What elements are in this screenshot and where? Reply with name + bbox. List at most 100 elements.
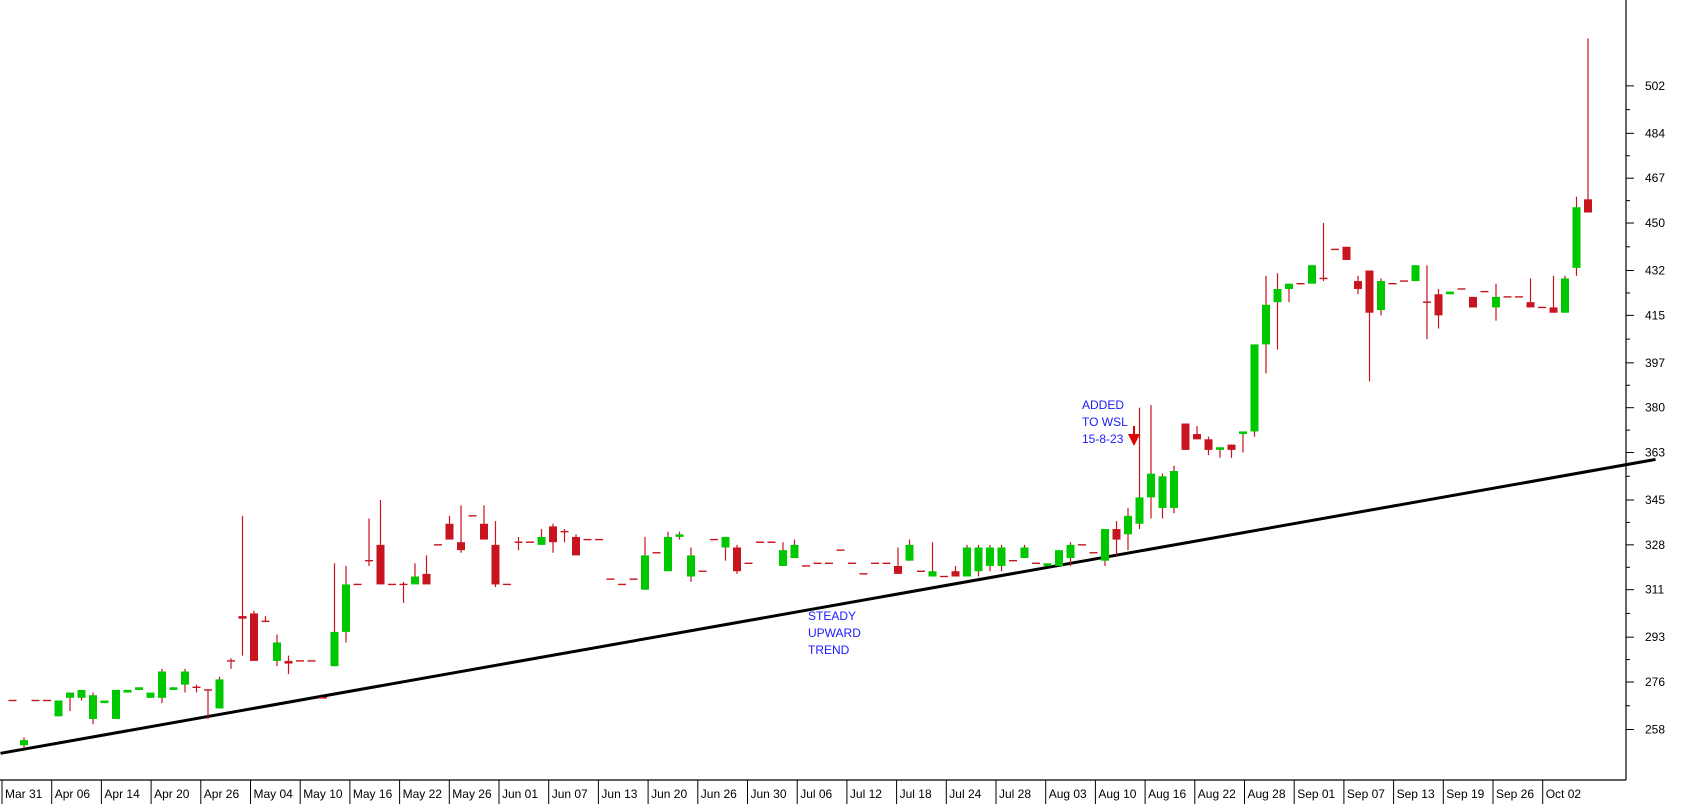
candle [1204, 436, 1213, 456]
annotation-line: UPWARD [808, 626, 861, 640]
x-axis: Mar 31 Apr 06 Apr 14 Apr 20 Apr 26 May 04 May … [0, 779, 1626, 804]
candle-body [1377, 281, 1385, 311]
candle-body [1216, 447, 1224, 450]
candle-body [928, 571, 937, 577]
candle-body [974, 547, 983, 572]
x-tick-label: Jun 20 [651, 787, 687, 801]
annotation-line: STEADY [808, 609, 856, 623]
candle [1135, 407, 1144, 530]
candle [1055, 550, 1063, 566]
candle-body [997, 547, 1006, 566]
candle [997, 544, 1006, 572]
y-tick-label: 450 [1645, 216, 1665, 230]
x-tick-label: Jul 18 [900, 787, 932, 801]
candle [1250, 344, 1259, 437]
candle-body [1135, 497, 1144, 524]
candle [169, 687, 178, 690]
candle [1227, 444, 1236, 458]
candle-body [1434, 294, 1443, 316]
candle [905, 539, 914, 561]
candle [457, 505, 465, 553]
x-tick-label: Apr 06 [55, 787, 91, 801]
arrow-down-icon [1128, 434, 1140, 446]
candle [641, 536, 649, 590]
candle-body [1158, 476, 1167, 508]
candle-body [1469, 296, 1477, 308]
candle-body [284, 660, 293, 664]
x-tick-label: Jun 07 [552, 787, 588, 801]
candle-body [480, 523, 488, 540]
y-tick-label: 276 [1645, 675, 1665, 689]
candle [227, 658, 235, 669]
candle-body [273, 642, 281, 661]
candle-body [790, 544, 799, 559]
x-tick-label: May 22 [403, 787, 443, 801]
candle-body [1043, 563, 1052, 566]
x-tick-label: Sep 26 [1496, 787, 1534, 801]
x-tick-label: Aug 28 [1248, 787, 1286, 801]
candle [572, 534, 580, 556]
candle [146, 692, 155, 698]
candle [1020, 544, 1029, 559]
x-tick-label: Mar 31 [5, 787, 43, 801]
candle [1308, 265, 1316, 284]
candle-body [951, 571, 960, 577]
candle [1561, 275, 1569, 313]
annotation-added-to-wsl: ADDED TO WSL 15-8-23 [1082, 398, 1140, 446]
candle [1285, 283, 1293, 303]
candle-body [664, 536, 672, 572]
candle [284, 655, 293, 675]
candle [181, 668, 189, 693]
candle-body [1365, 270, 1374, 313]
candle-body [135, 687, 143, 690]
candle-body [779, 550, 787, 566]
candle [779, 542, 787, 566]
candle [445, 515, 454, 540]
candle-body [641, 555, 649, 590]
candle-body [1193, 434, 1201, 440]
candle [1434, 288, 1443, 329]
candle [1549, 275, 1558, 313]
x-tick-label: Jul 28 [999, 787, 1031, 801]
candle [537, 529, 546, 545]
candle-body [491, 544, 500, 585]
candle-body [894, 565, 902, 574]
candle [1147, 405, 1155, 519]
x-tick-label: Apr 20 [154, 787, 190, 801]
candle-body [100, 700, 109, 704]
candle-body [1147, 473, 1155, 498]
candle [928, 542, 937, 577]
candle-body [1572, 207, 1581, 268]
candle [376, 500, 385, 585]
candle-body [1308, 265, 1316, 284]
candle-body [1492, 296, 1500, 308]
candle [1216, 447, 1224, 458]
candle-body [1262, 304, 1270, 345]
candle [1446, 291, 1454, 295]
y-tick-label: 502 [1645, 79, 1665, 93]
candle [158, 668, 166, 704]
candle [1193, 426, 1201, 440]
x-tick-label: Apr 14 [104, 787, 140, 801]
candle [411, 563, 419, 585]
x-tick-label: Aug 16 [1148, 787, 1186, 801]
y-tick-label: 293 [1645, 630, 1665, 644]
candle-body [112, 689, 120, 719]
candle [112, 689, 120, 719]
candle [986, 544, 994, 572]
candle [1342, 246, 1351, 260]
candle [399, 581, 408, 603]
x-tick-label: Sep 07 [1347, 787, 1385, 801]
candle-body [1354, 281, 1362, 289]
candle [238, 515, 247, 656]
candle [1239, 431, 1247, 453]
candle [192, 684, 201, 693]
candle-body [411, 576, 419, 585]
x-tick-label: Sep 19 [1446, 787, 1484, 801]
candle [123, 689, 132, 693]
candle-body [1239, 431, 1247, 435]
candle [1411, 265, 1420, 282]
y-tick-label: 432 [1645, 264, 1665, 278]
candle-body [330, 631, 339, 667]
candle-body [1020, 547, 1029, 559]
